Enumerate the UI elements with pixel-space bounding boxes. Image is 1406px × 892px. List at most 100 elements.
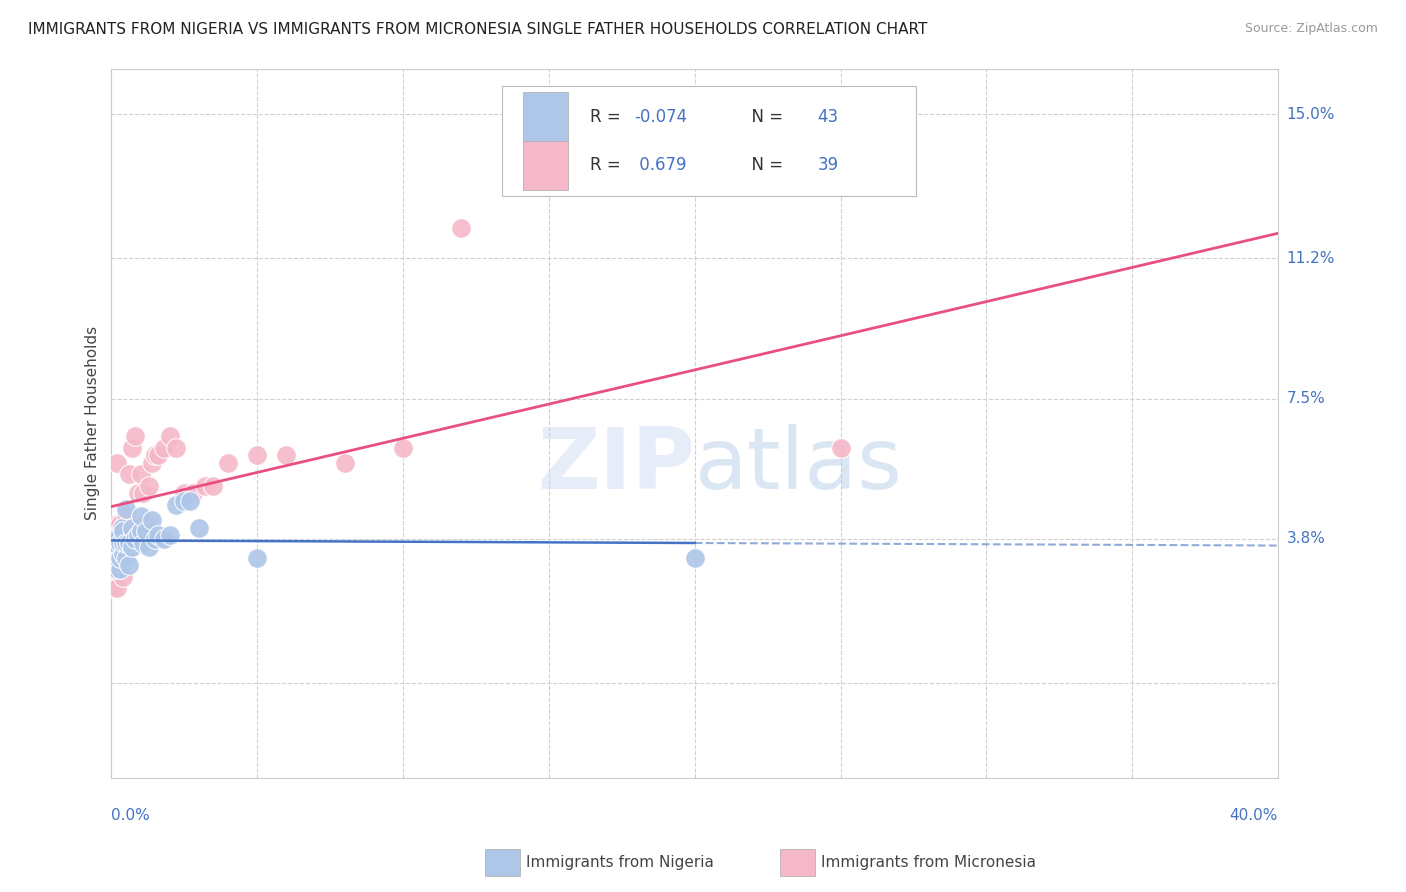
Point xyxy=(276,449,298,463)
Text: 15.0%: 15.0% xyxy=(1286,106,1334,121)
Point xyxy=(132,535,155,549)
Bar xyxy=(523,92,568,142)
Text: 3.8%: 3.8% xyxy=(1286,532,1326,547)
Point xyxy=(127,528,149,542)
Point xyxy=(333,456,356,470)
Point xyxy=(103,547,125,561)
Point xyxy=(115,501,138,516)
Point xyxy=(112,535,135,549)
Point xyxy=(153,532,176,546)
Point xyxy=(173,494,195,508)
Point xyxy=(124,429,146,443)
Text: Source: ZipAtlas.com: Source: ZipAtlas.com xyxy=(1244,22,1378,36)
Point xyxy=(108,562,131,576)
Point xyxy=(450,220,472,235)
Point xyxy=(159,429,181,443)
Text: 0.679: 0.679 xyxy=(634,156,686,175)
Point xyxy=(121,520,143,534)
Point xyxy=(107,555,129,569)
Point xyxy=(141,456,163,470)
Text: 39: 39 xyxy=(817,156,838,175)
Text: R =: R = xyxy=(589,156,626,175)
Point xyxy=(143,532,166,546)
Text: 11.2%: 11.2% xyxy=(1286,251,1334,266)
Text: R =: R = xyxy=(589,108,626,126)
Point xyxy=(830,441,852,455)
Point xyxy=(104,540,127,554)
Point xyxy=(103,540,125,554)
Text: Immigrants from Micronesia: Immigrants from Micronesia xyxy=(821,855,1036,870)
Text: 43: 43 xyxy=(817,108,838,126)
Point xyxy=(112,570,135,584)
Point xyxy=(103,532,125,546)
Point xyxy=(159,528,181,542)
Point xyxy=(118,535,141,549)
Text: N =: N = xyxy=(741,156,789,175)
Point xyxy=(104,550,127,565)
Point xyxy=(112,532,135,546)
Point xyxy=(105,562,128,576)
Point xyxy=(118,467,141,482)
Point xyxy=(683,550,706,565)
Point xyxy=(392,441,415,455)
Text: Immigrants from Nigeria: Immigrants from Nigeria xyxy=(526,855,714,870)
Point xyxy=(105,532,128,546)
Y-axis label: Single Father Households: Single Father Households xyxy=(86,326,100,520)
FancyBboxPatch shape xyxy=(502,87,917,196)
Point xyxy=(115,509,138,524)
Point xyxy=(115,550,138,565)
Point xyxy=(124,532,146,546)
Point xyxy=(187,520,209,534)
Point xyxy=(143,449,166,463)
Point xyxy=(104,535,127,549)
Point xyxy=(129,524,152,539)
Point xyxy=(118,524,141,539)
Text: 40.0%: 40.0% xyxy=(1230,808,1278,823)
Point xyxy=(246,449,269,463)
Point xyxy=(103,562,125,576)
Point xyxy=(194,479,217,493)
Point xyxy=(181,486,204,500)
Point xyxy=(121,540,143,554)
Point xyxy=(118,558,141,573)
Bar xyxy=(523,141,568,190)
Point xyxy=(112,547,135,561)
Point xyxy=(127,486,149,500)
Point xyxy=(153,441,176,455)
Point xyxy=(129,509,152,524)
Point xyxy=(108,550,131,565)
Point xyxy=(173,486,195,500)
Point xyxy=(132,486,155,500)
Text: IMMIGRANTS FROM NIGERIA VS IMMIGRANTS FROM MICRONESIA SINGLE FATHER HOUSEHOLDS C: IMMIGRANTS FROM NIGERIA VS IMMIGRANTS FR… xyxy=(28,22,928,37)
Point xyxy=(115,535,138,549)
Text: N =: N = xyxy=(741,108,789,126)
Point xyxy=(165,498,187,512)
Point xyxy=(217,456,239,470)
Point xyxy=(108,516,131,531)
Point xyxy=(146,449,169,463)
Point xyxy=(165,441,187,455)
Point xyxy=(135,524,157,539)
Point xyxy=(111,520,134,534)
Point xyxy=(135,516,157,531)
Text: atlas: atlas xyxy=(695,425,903,508)
Text: 7.5%: 7.5% xyxy=(1286,391,1324,406)
Point xyxy=(246,550,269,565)
Point xyxy=(138,540,160,554)
Text: -0.074: -0.074 xyxy=(634,108,688,126)
Point xyxy=(105,581,128,595)
Point xyxy=(105,516,128,531)
Point xyxy=(103,532,125,546)
Point xyxy=(105,547,128,561)
Text: 0.0%: 0.0% xyxy=(111,808,150,823)
Point xyxy=(107,540,129,554)
Point xyxy=(202,479,225,493)
Point xyxy=(108,532,131,546)
Point xyxy=(146,528,169,542)
Point xyxy=(101,581,124,595)
Point xyxy=(108,535,131,549)
Point xyxy=(115,540,138,554)
Point xyxy=(138,479,160,493)
Point xyxy=(121,441,143,455)
Point xyxy=(101,550,124,565)
